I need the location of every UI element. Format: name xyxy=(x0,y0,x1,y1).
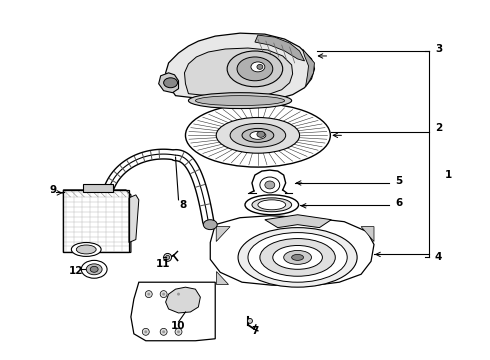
Text: 10: 10 xyxy=(172,321,186,331)
Text: 9: 9 xyxy=(50,185,57,195)
Polygon shape xyxy=(129,195,139,243)
Ellipse shape xyxy=(260,177,280,193)
Ellipse shape xyxy=(248,233,347,282)
Polygon shape xyxy=(166,287,200,313)
Text: 12: 12 xyxy=(69,266,84,276)
Polygon shape xyxy=(302,49,315,87)
Ellipse shape xyxy=(230,123,286,147)
Ellipse shape xyxy=(216,117,299,153)
Ellipse shape xyxy=(72,243,101,256)
Circle shape xyxy=(177,330,180,333)
Polygon shape xyxy=(361,227,374,242)
Ellipse shape xyxy=(242,129,274,142)
Polygon shape xyxy=(265,215,331,228)
Text: 8: 8 xyxy=(180,200,187,210)
Ellipse shape xyxy=(76,245,96,254)
Polygon shape xyxy=(216,227,230,242)
Circle shape xyxy=(147,293,150,296)
Ellipse shape xyxy=(257,64,263,69)
Ellipse shape xyxy=(273,246,322,269)
Circle shape xyxy=(175,291,182,298)
Ellipse shape xyxy=(238,228,357,287)
Polygon shape xyxy=(131,282,215,341)
Text: 2: 2 xyxy=(435,123,442,134)
Circle shape xyxy=(144,330,147,333)
Text: 11: 11 xyxy=(155,259,170,269)
Ellipse shape xyxy=(90,266,98,272)
Circle shape xyxy=(164,253,171,261)
Text: 1: 1 xyxy=(445,170,452,180)
Text: 6: 6 xyxy=(395,198,402,208)
Ellipse shape xyxy=(265,181,275,189)
Ellipse shape xyxy=(258,200,286,210)
Bar xyxy=(63,190,129,252)
Text: 3: 3 xyxy=(435,44,442,54)
Ellipse shape xyxy=(237,57,273,81)
Polygon shape xyxy=(159,73,178,93)
Polygon shape xyxy=(210,216,374,286)
Ellipse shape xyxy=(164,78,177,88)
Ellipse shape xyxy=(86,264,102,275)
Circle shape xyxy=(177,293,180,296)
Ellipse shape xyxy=(292,255,303,260)
Ellipse shape xyxy=(189,93,292,109)
Circle shape xyxy=(145,291,152,298)
Ellipse shape xyxy=(227,51,283,87)
Circle shape xyxy=(162,330,165,333)
Ellipse shape xyxy=(260,239,335,276)
Circle shape xyxy=(162,293,165,296)
Ellipse shape xyxy=(251,62,265,72)
Circle shape xyxy=(160,291,167,298)
Polygon shape xyxy=(255,35,305,61)
Ellipse shape xyxy=(196,96,285,105)
Text: 4: 4 xyxy=(435,252,442,262)
Polygon shape xyxy=(166,33,315,103)
Polygon shape xyxy=(216,271,228,284)
Text: 5: 5 xyxy=(395,176,402,186)
Ellipse shape xyxy=(185,104,330,167)
Circle shape xyxy=(160,328,167,335)
Ellipse shape xyxy=(81,260,107,278)
Polygon shape xyxy=(63,190,131,252)
Circle shape xyxy=(142,328,149,335)
Ellipse shape xyxy=(284,251,312,264)
Circle shape xyxy=(247,319,252,323)
Circle shape xyxy=(166,255,170,260)
Bar xyxy=(83,184,113,192)
Ellipse shape xyxy=(203,220,217,230)
Polygon shape xyxy=(184,48,293,98)
Ellipse shape xyxy=(257,131,265,137)
Ellipse shape xyxy=(250,131,266,139)
Ellipse shape xyxy=(245,195,298,215)
Ellipse shape xyxy=(252,198,292,212)
Text: 7: 7 xyxy=(251,326,259,336)
Circle shape xyxy=(175,328,182,335)
